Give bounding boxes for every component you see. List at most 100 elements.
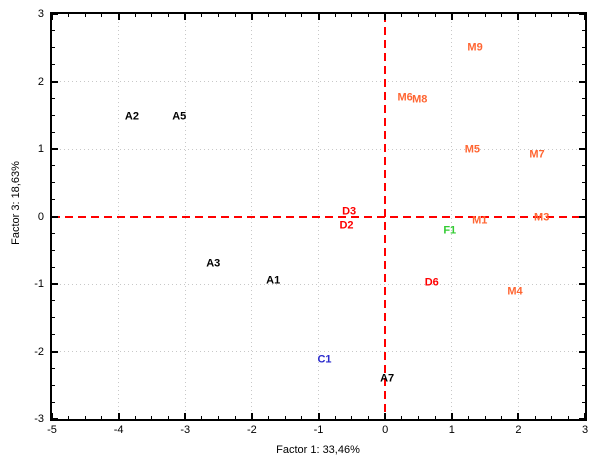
point-label-M4: M4 [507,285,523,298]
x-tick [551,416,553,419]
points-layer: A2 A5 A3 A1 A7 M9 M6 M8 M5 M7 M1 M3 M4 D3 D2 D6 F1 C1 [52,14,585,419]
x-tick [450,14,453,20]
point-label-D2: D2 [339,219,354,232]
gridline [52,351,585,352]
x-tick [367,14,369,17]
x-axis-title: Factor 1: 33,46% [276,444,360,456]
x-tick [401,14,403,17]
gridline [52,148,585,150]
gridline [52,283,585,285]
x-tick [584,413,586,419]
y-tick [52,317,55,319]
y-tick [52,182,55,184]
x-tick [417,416,419,419]
y-tick [582,131,585,133]
point-label-M3: M3 [534,211,550,224]
x-tick [367,416,369,419]
y-tick [579,215,585,218]
point-label-C1: C1 [317,353,332,366]
x-tick [101,416,103,419]
x-tick [484,14,486,17]
y-tick-label: 0 [37,210,44,223]
x-tick [268,14,270,17]
x-tick [467,14,469,17]
x-tick [84,416,86,419]
y-tick-label: 2 [37,75,44,88]
x-tick [484,416,486,419]
point-label-D3: D3 [342,205,357,218]
x-tick [201,416,203,419]
y-axis-title: Factor 3: 18,63% [10,161,22,245]
y-tick [582,232,585,234]
x-tick [450,413,453,419]
point-label-M9: M9 [467,41,483,54]
x-tick [501,14,503,17]
y-tick [52,165,55,167]
y-tick [579,80,585,83]
x-tick-label: 1 [448,424,455,436]
x-tick [467,416,469,419]
y-tick [52,249,55,251]
y-tick [582,317,585,319]
zero-line-horizontal [52,215,585,218]
x-tick [517,413,520,419]
x-tick [317,413,320,419]
x-tick [334,416,336,419]
x-tick [84,14,86,17]
y-tick [52,334,55,336]
y-tick [52,266,55,268]
y-tick [582,300,585,302]
y-tick [582,30,585,32]
point-label-A7: A7 [380,372,395,384]
x-tick [317,14,320,20]
point-label-M7: M7 [529,148,545,161]
point-label-A2: A2 [124,110,139,123]
y-tick [579,13,585,15]
ticks-layer [51,13,586,420]
y-tick [579,350,585,353]
x-tick [117,14,120,20]
x-tick [168,14,170,17]
point-label-M8: M8 [412,93,428,106]
y-tick-label: 1 [37,143,44,155]
x-tick [51,14,53,20]
y-tick [579,418,585,420]
x-tick-label: -5 [47,424,57,436]
x-tick [534,14,536,17]
x-tick-label: 3 [581,424,589,436]
x-tick [284,14,286,17]
x-tick [434,14,436,17]
x-tick [284,416,286,419]
y-tick [582,114,585,116]
point-label-A3: A3 [206,257,221,270]
x-tick-label: -1 [313,424,324,436]
x-tick [134,14,136,17]
y-tick [582,165,585,167]
y-tick [52,131,55,133]
x-tick [351,416,353,419]
gridline [52,81,585,82]
y-tick [52,350,58,353]
point-label-D6: D6 [424,276,439,289]
x-tick [101,14,103,17]
x-tick [234,416,236,419]
y-tick [52,30,55,32]
point-label-M6: M6 [397,91,413,104]
x-tick [234,14,236,17]
y-tick [52,148,58,150]
y-tick [52,283,58,285]
x-tick [268,416,270,419]
y-tick-label: -1 [34,278,44,290]
x-tick [351,14,353,17]
y-tick [52,215,58,218]
x-tick [567,416,569,419]
point-label-F1: F1 [443,224,457,237]
y-tick [52,64,55,66]
x-tick [250,14,253,20]
y-tick [52,13,58,15]
point-label-A5: A5 [172,110,187,123]
x-tick-label: 0 [382,424,389,436]
x-tick-label: -2 [246,424,257,436]
x-tick [117,413,120,419]
x-tick [517,14,520,20]
